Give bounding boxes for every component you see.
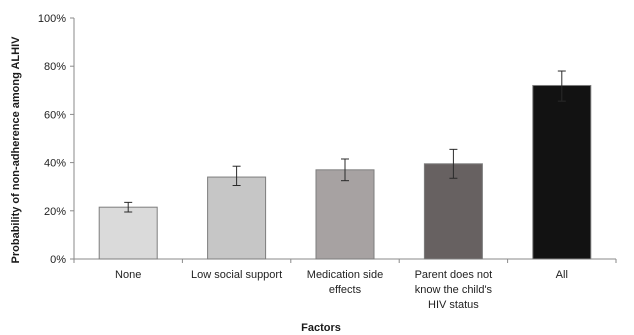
x-tick-label: Low social support — [191, 269, 282, 281]
error-bar — [341, 158, 349, 182]
y-axis-title: Probability of non-adherence among ALHIV — [10, 36, 22, 264]
y-tick-label: 20% — [44, 206, 66, 218]
y-tick-label: 60% — [44, 109, 66, 121]
y-tick-labels: 0% 20% 40% 60% 80% 100% — [38, 13, 66, 266]
y-tick-label: 80% — [44, 61, 66, 73]
bar — [98, 206, 158, 260]
error-bars — [124, 70, 566, 213]
bars — [98, 84, 592, 260]
x-tick-label: Parent does not know the child's HIV statu… — [415, 269, 493, 311]
bar — [315, 169, 375, 260]
x-axis-title: Factors — [301, 322, 341, 334]
y-tick-label: 40% — [44, 158, 66, 170]
error-bar — [557, 70, 566, 102]
error-bar — [124, 201, 133, 213]
error-bar — [449, 148, 458, 179]
x-tick-label: Medication side effects — [307, 269, 383, 296]
error-bar — [232, 165, 241, 186]
y-tick-label: 0% — [50, 254, 66, 266]
bar — [207, 176, 267, 260]
x-tick-labels: None Low social support Medication side eff… — [115, 269, 568, 311]
bar — [532, 84, 592, 260]
x-tick-label: All — [556, 269, 568, 281]
x-tick-label: None — [115, 269, 141, 281]
y-tick-label: 100% — [38, 13, 66, 25]
bar — [423, 163, 483, 260]
